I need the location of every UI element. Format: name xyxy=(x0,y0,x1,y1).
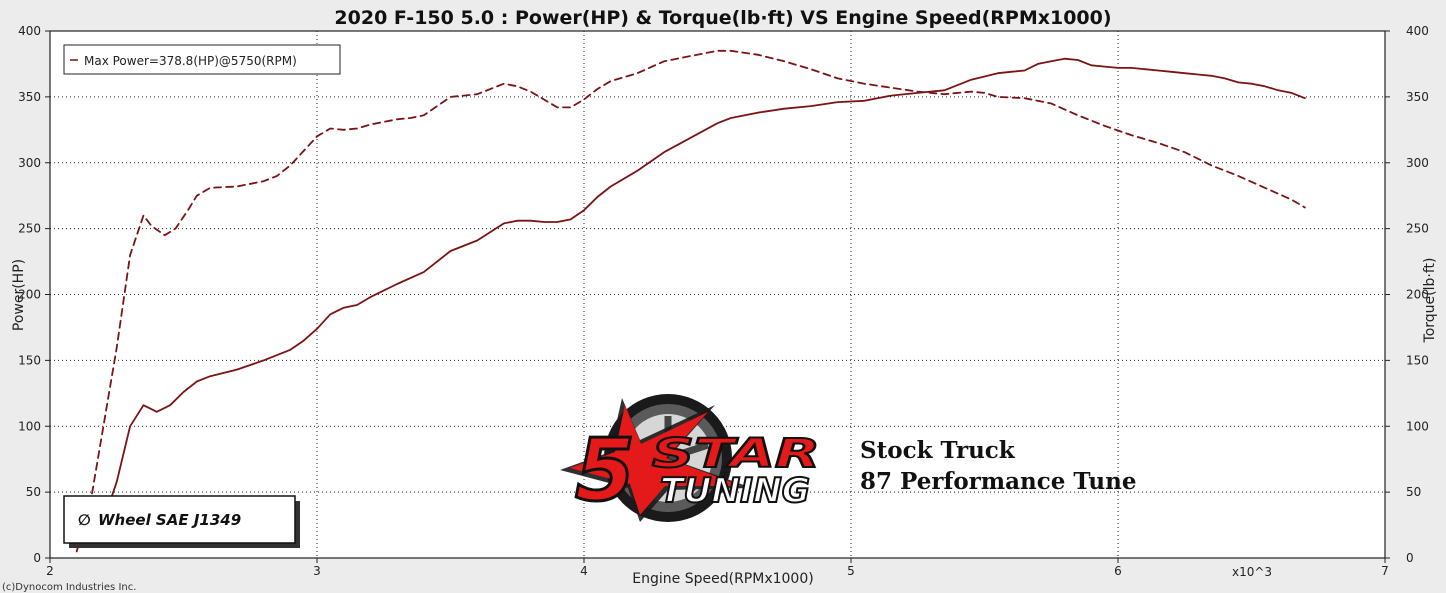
legend-entry: Max Power=378.8(HP)@5750(RPM) xyxy=(84,54,297,68)
x-axis-label: Engine Speed(RPMx1000) xyxy=(632,571,813,587)
wheel-sae-text: Wheel SAE J1349 xyxy=(98,511,241,529)
chart-title: 2020 F-150 5.0 : Power(HP) & Torque(lb·f… xyxy=(334,7,1111,29)
y-tick-label-left: 50 xyxy=(26,485,41,499)
y-tick-label-right: 400 xyxy=(1406,24,1429,38)
x-tick-label: 6 xyxy=(1114,564,1122,578)
y-tick-label-left: 100 xyxy=(18,419,41,433)
y-tick-label-left: 0 xyxy=(33,551,41,565)
y-tick-label-right: 300 xyxy=(1406,156,1429,170)
y-tick-label-left: 300 xyxy=(18,156,41,170)
y-tick-label-left: 350 xyxy=(18,90,41,104)
y-tick-label-left: 200 xyxy=(18,288,41,302)
logo-number: 5 xyxy=(575,421,635,521)
x-tick-label: 7 xyxy=(1381,564,1389,578)
axis-ticks: 0 0 50 50 100 100 150 150 200 200 250 250 300 300 350 3… xyxy=(18,24,1429,578)
logo-word-star: STAR xyxy=(652,431,820,477)
y-tick-label-right: 100 xyxy=(1406,419,1429,433)
y-tick-label-right: 50 xyxy=(1406,485,1421,499)
logo-word-tuning: TUNING xyxy=(660,471,810,511)
power-curve xyxy=(94,57,1306,546)
note-line-1: Stock Truck xyxy=(860,437,1016,464)
copyright-text: (c)Dynocom Industries Inc. xyxy=(2,582,136,593)
y-tick-label-left: 400 xyxy=(18,24,41,38)
x-tick-label: 4 xyxy=(580,564,588,578)
note-line-2: 87 Performance Tune xyxy=(860,468,1136,495)
data-curves xyxy=(75,49,1306,553)
y-tick-label-right: 350 xyxy=(1406,90,1429,104)
x-tick-label: 5 xyxy=(847,564,855,578)
y-tick-label-right: 150 xyxy=(1406,353,1429,367)
x-tick-label: 2 xyxy=(46,564,54,578)
x-tick-label: 3 xyxy=(313,564,321,578)
wheel-symbol: ∅ xyxy=(78,511,91,529)
y-axis-label-right: Torque(lb·ft) xyxy=(1422,258,1438,344)
y-axis-label-left: Power(HP) xyxy=(11,259,27,331)
legend: Max Power=378.8(HP)@5750(RPM) xyxy=(63,44,341,75)
grid-lines xyxy=(50,31,1385,558)
y-tick-label-left: 150 xyxy=(18,353,41,367)
torque-curve xyxy=(75,49,1306,553)
y-tick-label-right: 200 xyxy=(1406,288,1429,302)
wheel-sae-badge: ∅ Wheel SAE J1349 xyxy=(63,495,300,548)
y-tick-label-left: 250 xyxy=(18,222,41,236)
y-tick-label-right: 0 xyxy=(1406,551,1414,565)
y-tick-label-right: 250 xyxy=(1406,222,1429,236)
five-star-tuning-logo: 5 STAR TUNING xyxy=(560,394,821,523)
x-multiplier-label: x10^3 xyxy=(1232,565,1272,579)
